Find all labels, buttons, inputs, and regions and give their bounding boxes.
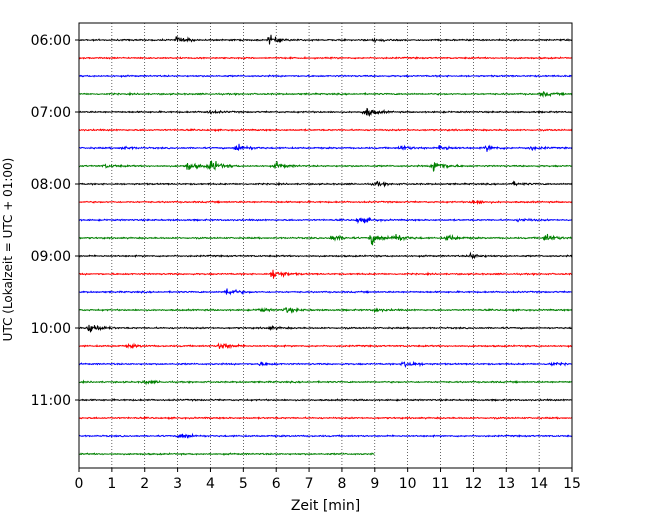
x-axis-label: Zeit [min] (291, 498, 360, 514)
y-tick-label-11:00: 11:00 (31, 393, 71, 409)
y-tick-label-06:00: 06:00 (31, 33, 71, 49)
x-tick-label-10: 10 (399, 476, 417, 492)
x-tick-label-5: 5 (239, 476, 248, 492)
plot-frame (78, 22, 573, 469)
y-tick-label-08:00: 08:00 (31, 177, 71, 193)
trace-08:45 (78, 233, 573, 246)
x-tick-label-8: 8 (337, 476, 346, 492)
trace-06:00 (78, 34, 573, 45)
trace-06:30 (78, 74, 573, 79)
x-tick-label-1: 1 (107, 476, 116, 492)
trace-11:15 (78, 416, 573, 421)
trace-11:00 (78, 398, 573, 402)
trace-09:45 (78, 306, 573, 314)
trace-11:45 (78, 452, 375, 457)
x-tick-label-2: 2 (140, 476, 149, 492)
x-tick-label-4: 4 (206, 476, 215, 492)
trace-06:15 (78, 55, 573, 61)
trace-11:30 (78, 432, 573, 439)
trace-09:00 (78, 251, 573, 260)
x-tick-label-7: 7 (305, 476, 314, 492)
x-tick-label-9: 9 (370, 476, 379, 492)
y-axis-label: UTC (Lokalzeit = UTC + 01:00) (1, 158, 15, 342)
x-tick-label-11: 11 (432, 476, 450, 492)
seismogram-traces (78, 34, 573, 457)
trace-09:15 (78, 269, 573, 279)
trace-07:00 (78, 107, 573, 118)
trace-08:15 (78, 199, 573, 206)
trace-07:30 (78, 143, 573, 152)
x-tick-label-12: 12 (464, 476, 482, 492)
trace-09:30 (78, 288, 573, 296)
trace-10:30 (78, 360, 573, 369)
x-tick-label-3: 3 (173, 476, 182, 492)
trace-10:45 (78, 379, 573, 386)
x-tick-label-14: 14 (530, 476, 548, 492)
trace-08:30 (78, 216, 573, 225)
trace-07:15 (78, 128, 573, 133)
vertical-gridlines (111, 23, 540, 468)
trace-06:45 (78, 91, 573, 99)
trace-07:45 (78, 160, 573, 172)
x-tick-label-0: 0 (75, 476, 84, 492)
x-tick-label-6: 6 (272, 476, 281, 492)
y-tick-label-09:00: 09:00 (31, 249, 71, 265)
x-axis: 0 1 2 3 4 5 6 7 8 9 10 11 12 13 14 15 (75, 468, 581, 492)
y-tick-label-10:00: 10:00 (31, 321, 71, 337)
y-tick-label-07:00: 07:00 (31, 105, 71, 121)
x-tick-label-15: 15 (563, 476, 581, 492)
x-tick-label-13: 13 (497, 476, 515, 492)
trace-08:00 (78, 180, 573, 188)
y-axis: 06:00 07:00 08:00 09:00 10:00 11:00 (31, 33, 79, 409)
trace-10:00 (78, 324, 573, 333)
trace-10:15 (78, 342, 573, 350)
